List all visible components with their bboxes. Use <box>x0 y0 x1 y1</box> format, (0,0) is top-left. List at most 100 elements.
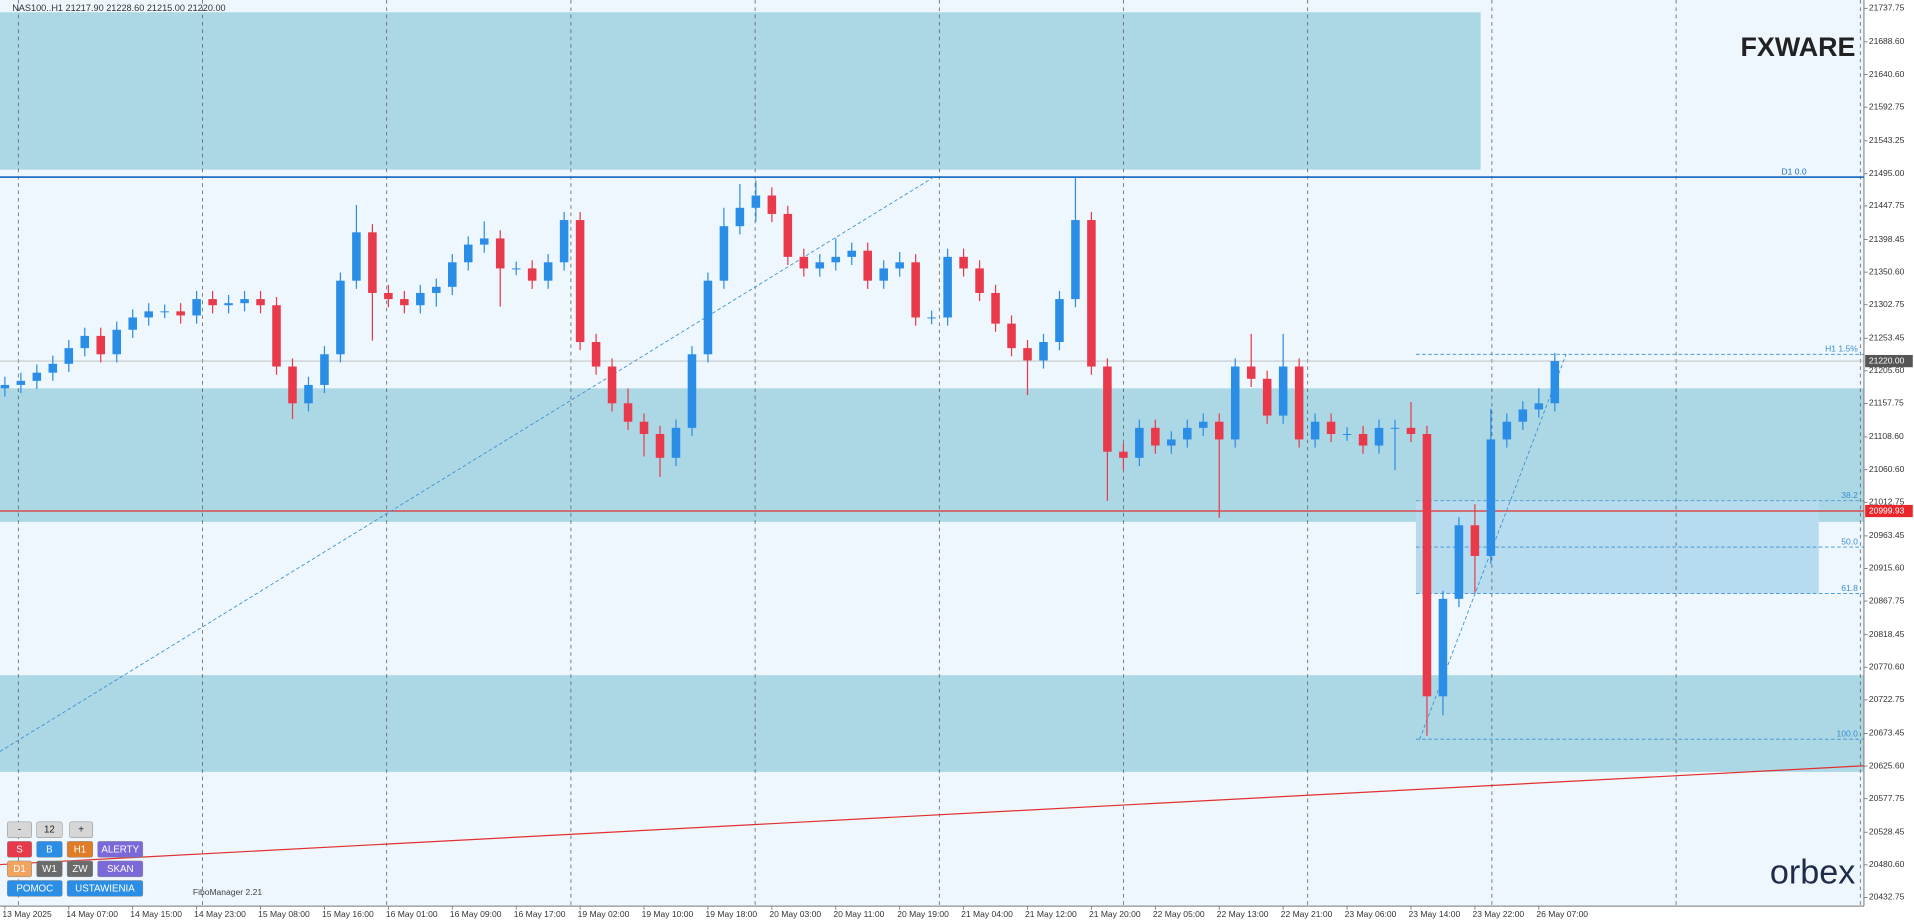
candle-body <box>623 403 633 422</box>
button-label[interactable]: + <box>78 825 84 836</box>
candle-body <box>160 311 169 313</box>
candle-body <box>336 280 345 355</box>
button[interactable] <box>7 841 32 858</box>
candle-body <box>1486 439 1496 556</box>
button[interactable] <box>7 860 32 878</box>
button[interactable] <box>66 860 94 878</box>
candle-body <box>1326 421 1336 434</box>
candle-body <box>1390 427 1400 429</box>
x-tick-label: 13 May 2025 <box>2 909 52 919</box>
candle-body <box>1103 366 1112 452</box>
y-tick-label: 21012.75 <box>1869 497 1905 507</box>
fib-label: 50.0 <box>1841 536 1858 546</box>
y-tick-label: 21398.45 <box>1869 234 1905 244</box>
candle-body <box>1087 220 1096 367</box>
candle-body <box>1406 427 1416 434</box>
button[interactable] <box>97 841 144 858</box>
candle-body <box>368 232 377 293</box>
fib-label: 61.8 <box>1841 583 1858 593</box>
x-tick-label: 21 May 12:00 <box>1025 909 1077 919</box>
red-trendline <box>0 765 1864 866</box>
x-tick-label: 14 May 15:00 <box>130 909 182 919</box>
candle-body <box>208 299 217 306</box>
candle-body <box>1167 439 1176 446</box>
button[interactable] <box>66 880 144 897</box>
candle-body <box>16 380 26 385</box>
button[interactable] <box>7 821 32 838</box>
candle-body <box>879 268 888 281</box>
candle-body <box>224 303 233 306</box>
candle-body <box>176 311 185 316</box>
candle-body <box>80 335 90 349</box>
x-tick-label: 21 May 04:00 <box>961 909 1013 919</box>
fib-label: 38.2 <box>1841 490 1858 500</box>
button-label[interactable]: D1 <box>13 864 25 875</box>
zone <box>0 675 1864 772</box>
y-tick-label: 21060.60 <box>1869 464 1905 474</box>
button-label[interactable]: SKAN <box>107 864 134 875</box>
candle-body <box>975 268 984 293</box>
y-tick-label: 20528.45 <box>1869 826 1905 836</box>
x-axis-background <box>0 906 1864 922</box>
candle-body <box>1230 366 1240 440</box>
candle-body <box>1214 421 1224 440</box>
button-label[interactable]: ALERTY <box>101 844 139 855</box>
button[interactable] <box>66 841 94 858</box>
candle-body <box>671 427 681 458</box>
button[interactable] <box>7 880 63 897</box>
button-label[interactable]: ZW <box>72 864 88 875</box>
button-label[interactable]: S <box>16 844 23 855</box>
button-label[interactable]: W1 <box>42 864 57 875</box>
x-tick-label: 23 May 14:00 <box>1409 909 1461 919</box>
red-level-tag-label: 20999.93 <box>1869 505 1905 515</box>
candle-body <box>607 366 617 404</box>
button-label[interactable]: - <box>18 825 21 836</box>
fib-label: 100.0 <box>1836 729 1858 739</box>
header: NAS100..H1 21217.90 21228.60 21215.00 21… <box>12 3 225 13</box>
y-tick-label: 20915.60 <box>1869 563 1905 573</box>
x-tick-label: 16 May 17:00 <box>514 909 566 919</box>
button[interactable] <box>36 821 63 838</box>
candle-body <box>991 292 1000 324</box>
candle-body <box>1262 378 1272 416</box>
x-tick-label: 20 May 19:00 <box>897 909 949 919</box>
x-tick-label: 23 May 06:00 <box>1345 909 1397 919</box>
candle-body <box>575 220 585 343</box>
candle-body <box>847 250 857 257</box>
candle-body <box>112 329 122 355</box>
candle-body <box>895 262 904 269</box>
candle-body <box>128 317 137 330</box>
button[interactable] <box>69 821 94 838</box>
x-tick-label: 14 May 23:00 <box>194 909 246 919</box>
button-label[interactable]: 12 <box>44 825 55 836</box>
button[interactable] <box>36 841 63 858</box>
candle-body <box>320 354 329 385</box>
candle-body <box>959 256 968 269</box>
candle-body <box>96 335 106 355</box>
button[interactable] <box>97 860 144 878</box>
zone <box>0 12 1481 170</box>
candle-body <box>1502 421 1512 440</box>
button-label[interactable]: POMOC <box>16 883 53 894</box>
button[interactable] <box>36 860 63 878</box>
logo-bottom: orbex <box>1770 853 1855 891</box>
candle-body <box>1039 342 1048 361</box>
candle-body <box>48 363 58 373</box>
y-tick-label: 21737.75 <box>1869 3 1905 13</box>
y-tick-label: 21640.60 <box>1869 69 1905 79</box>
candle-body <box>495 238 505 269</box>
button-label[interactable]: B <box>46 844 53 855</box>
candle-body <box>927 317 936 319</box>
candle-body <box>448 262 457 287</box>
candle-body <box>1534 403 1544 410</box>
candle-body <box>288 366 297 404</box>
x-tick-label: 20 May 11:00 <box>833 909 884 919</box>
x-tick-label: 16 May 09:00 <box>450 909 502 919</box>
axis-background <box>1863 0 1914 922</box>
y-tick-label: 21350.60 <box>1869 266 1905 276</box>
button-label[interactable]: USTAWIENIA <box>75 883 135 894</box>
x-tick-label: 21 May 20:00 <box>1089 909 1141 919</box>
y-tick-label: 20673.45 <box>1869 728 1905 738</box>
button-label[interactable]: H1 <box>74 844 86 855</box>
